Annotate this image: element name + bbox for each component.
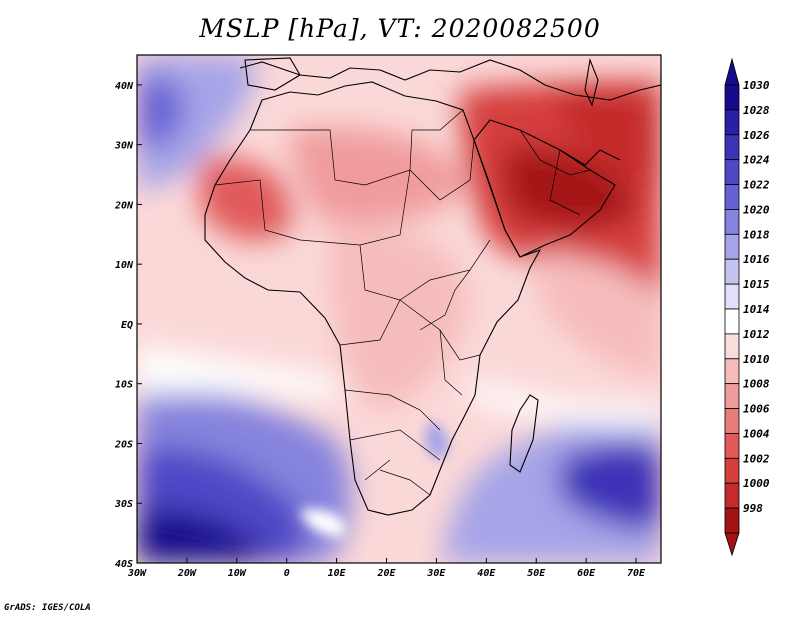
colorbar-swatch <box>724 482 740 509</box>
white-patch-cape <box>300 509 346 537</box>
colorbar-label: 1026 <box>743 129 770 142</box>
band-1014-east <box>470 380 661 427</box>
x-tick-label: 50E <box>527 568 546 579</box>
colorbar-label: 1012 <box>743 328 770 341</box>
caspian-sea <box>584 57 599 107</box>
colorbar-label: 1022 <box>743 179 770 192</box>
colorbar-swatch <box>724 433 740 459</box>
high-south-atlantic-center <box>137 509 260 563</box>
high-southern-africa-small <box>424 420 449 460</box>
low-sahara-west <box>200 158 292 241</box>
madagascar-coastline <box>509 394 539 473</box>
colorbar-swatch <box>724 457 740 484</box>
colorbar-label: 1020 <box>743 203 770 216</box>
colorbar-label: 998 <box>743 502 763 515</box>
colorbar-label: 1030 <box>743 79 770 92</box>
colorbar-swatch <box>724 109 740 136</box>
colorbar-label: 1028 <box>743 104 770 117</box>
y-tick-label: 40S <box>115 559 133 570</box>
chart-title: MSLP [hPa], VT: 2020082500 <box>199 14 601 43</box>
colorbar-swatch <box>724 308 740 335</box>
high-indian-ocean-core <box>560 443 661 530</box>
y-tick-label: 20N <box>114 200 134 211</box>
colorbar-label: 1006 <box>743 403 770 416</box>
y-tick-label: EQ <box>121 320 133 331</box>
colorbar-swatch <box>724 333 740 360</box>
trough-indian-ocean <box>540 250 661 380</box>
low-iran <box>560 90 661 190</box>
plot-frame <box>136 54 662 564</box>
red-sea <box>473 139 506 231</box>
y-tick-label: 30N <box>114 141 134 152</box>
colorbar-swatch <box>724 209 740 235</box>
x-tick-label: 70E <box>627 568 646 579</box>
x-tick-label: 20W <box>177 568 197 579</box>
low-arabia-core <box>500 147 640 229</box>
colorbar-label: 1008 <box>743 378 770 391</box>
colorbar: 1030 1028 1026 1024 1022 1020 1018 1016 1015 1014… <box>724 57 770 557</box>
x-tick-label: 20E <box>376 568 396 579</box>
y-tick-label: 30S <box>114 499 133 510</box>
colorbar-label: 1002 <box>743 452 770 465</box>
colorbar-bottom-arrow <box>724 532 740 557</box>
colorbar-swatch <box>724 233 740 260</box>
x-tick-label: 40E <box>477 568 496 579</box>
colorbar-label: 1010 <box>743 353 770 366</box>
colorbar-swatch <box>724 283 740 310</box>
colorbar-swatch <box>724 383 740 409</box>
colorbar-label: 1014 <box>743 303 770 316</box>
high-azores-core <box>137 75 185 150</box>
colorbar-swatch <box>724 408 740 434</box>
low-sahara <box>290 127 470 224</box>
colorbar-swatch <box>724 134 740 161</box>
colorbar-swatch <box>724 258 740 285</box>
y-tick-label: 40N <box>115 81 134 92</box>
trough-central-africa <box>330 227 470 410</box>
band-1014 <box>137 345 340 400</box>
colorbar-label: 1000 <box>743 477 770 490</box>
colorbar-top-arrow <box>724 57 740 86</box>
iberia-coastline <box>244 57 301 91</box>
credit-label: GrADS: IGES/COLA <box>4 603 91 613</box>
colorbar-swatch <box>724 84 740 111</box>
colorbar-swatch <box>724 358 740 385</box>
coastlines <box>204 57 661 516</box>
colorbar-swatch <box>724 507 740 534</box>
x-axis: 30W 20W 10W 0 10E 20E 30E 40E 50E 60E 70E <box>127 558 646 579</box>
persian-gulf <box>559 149 621 166</box>
x-tick-label: 30W <box>127 568 147 579</box>
europe-coastline <box>239 59 661 101</box>
x-tick-label: 0 <box>284 568 290 579</box>
x-tick-label: 60E <box>577 568 596 579</box>
country-borders <box>214 109 591 496</box>
x-tick-label: 10W <box>228 568 247 579</box>
y-axis: 40N 30N 20N 10N EQ 10S 20S 30S 40S <box>114 81 142 570</box>
x-tick-label: 10E <box>328 568 347 579</box>
y-tick-label: 10N <box>115 260 134 271</box>
y-tick-label: 20S <box>114 439 133 450</box>
colorbar-label: 1015 <box>743 278 770 291</box>
colorbar-label: 1016 <box>743 253 770 266</box>
colorbar-swatch <box>724 159 740 185</box>
pressure-field <box>137 55 661 563</box>
colorbar-swatch <box>724 184 740 210</box>
x-tick-label: 30E <box>426 568 446 579</box>
colorbar-label: 1004 <box>743 427 770 440</box>
africa-coastline <box>204 81 542 516</box>
y-tick-label: 10S <box>115 380 133 391</box>
colorbar-label: 1018 <box>743 228 770 241</box>
colorbar-label: 1024 <box>743 154 770 167</box>
